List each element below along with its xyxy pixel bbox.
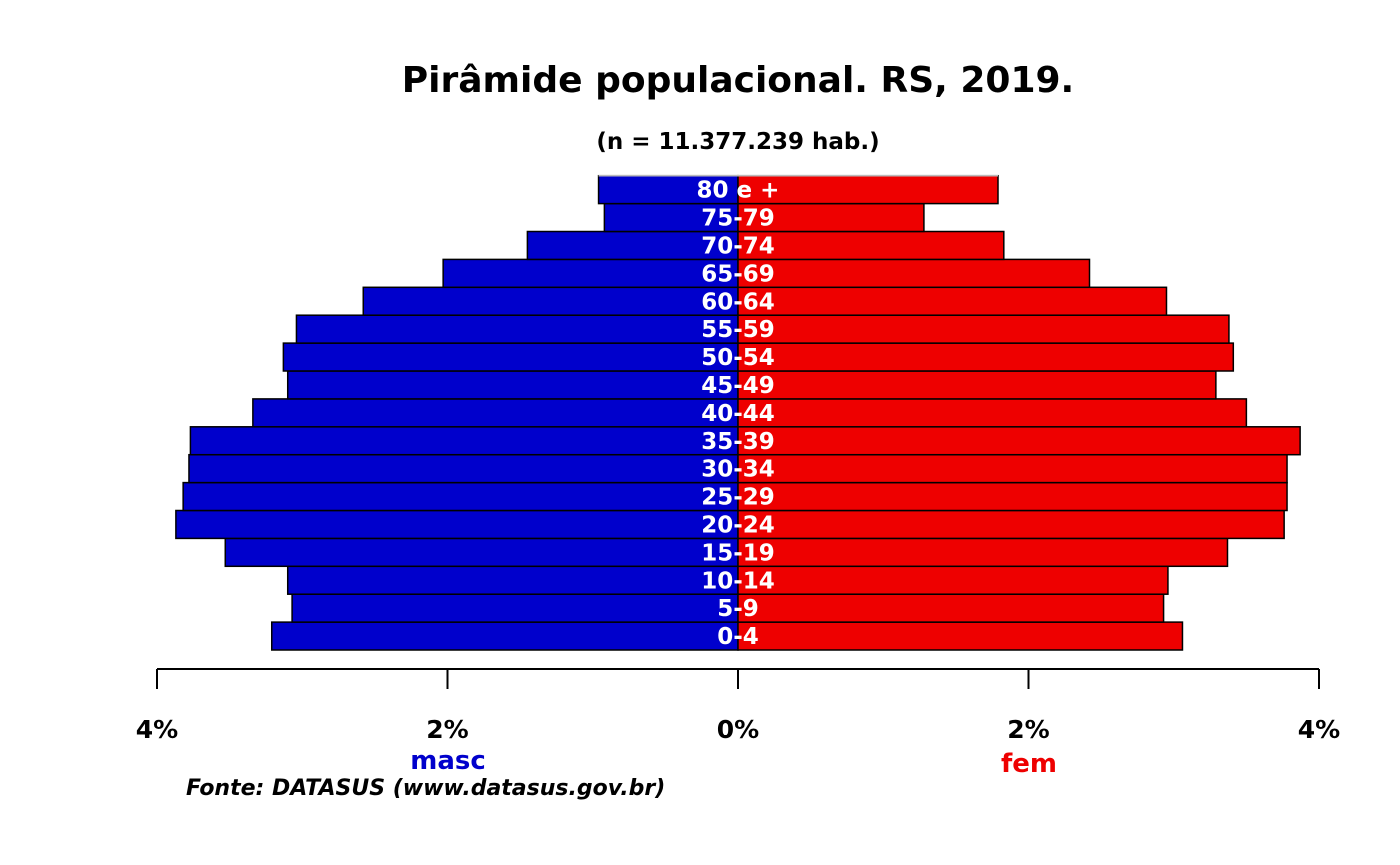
bar-masc-60-64 [362, 286, 739, 316]
age-label: 60-64 [701, 289, 775, 315]
age-label: 0-4 [717, 624, 759, 650]
bar-masc-20-24 [175, 509, 739, 540]
bars-group [175, 174, 1301, 651]
bar-masc-45-49 [286, 370, 739, 400]
age-label: 40-44 [701, 401, 775, 427]
bar-fem-30-34 [737, 453, 1288, 484]
age-label: 70-74 [701, 233, 775, 259]
age-label: 5-9 [717, 596, 759, 622]
age-label: 30-34 [701, 457, 775, 483]
bar-fem-15-19 [737, 537, 1229, 568]
bar-masc-50-54 [282, 342, 739, 372]
legend-masc: masc [410, 746, 486, 776]
age-label: 65-69 [701, 261, 775, 287]
legend-fem: fem [1001, 749, 1057, 779]
bar-masc-0-4 [270, 621, 739, 651]
bar-fem-10-14 [737, 565, 1169, 595]
bar-fem-50-54 [737, 342, 1235, 372]
bar-fem-0-4 [737, 621, 1184, 651]
age-label: 15-19 [701, 540, 775, 566]
chart-title: Pirâmide populacional. RS, 2019. [402, 60, 1075, 101]
age-label: 50-54 [701, 345, 775, 371]
bar-fem-65-69 [737, 258, 1091, 289]
bar-fem-55-59 [737, 314, 1230, 344]
age-label: 10-14 [701, 568, 775, 594]
x-tick-label: 2% [426, 715, 468, 744]
x-tick-label: 4% [1298, 715, 1340, 744]
age-label: 20-24 [701, 512, 775, 538]
bar-fem-70-74 [737, 230, 1005, 261]
age-label: 45-49 [701, 373, 775, 399]
bar-fem-80e+ [737, 174, 999, 205]
age-label: 75-79 [701, 206, 775, 232]
bar-masc-35-39 [189, 426, 739, 456]
x-tick-label: 2% [1007, 715, 1049, 744]
age-label: 80 e + [697, 178, 780, 204]
source-note: Fonte: DATASUS (www.datasus.gov.br) [186, 776, 665, 801]
bar-masc-25-29 [182, 481, 739, 512]
bar-fem-25-29 [737, 481, 1288, 512]
age-label: 55-59 [701, 317, 775, 343]
chart-subtitle: (n = 11.377.239 hab.) [596, 129, 879, 155]
bar-fem-75-79 [737, 202, 925, 233]
bar-masc-10-14 [286, 565, 739, 595]
bar-fem-60-64 [737, 286, 1168, 316]
x-tick-label: 4% [136, 715, 178, 744]
bar-masc-5-9 [291, 593, 739, 623]
bar-fem-45-49 [737, 370, 1217, 400]
bar-masc-65-69 [442, 258, 739, 289]
bar-masc-15-19 [224, 537, 739, 568]
bar-masc-55-59 [295, 314, 739, 344]
age-label: 35-39 [701, 429, 775, 455]
bar-masc-30-34 [188, 453, 739, 484]
bar-fem-5-9 [737, 593, 1165, 623]
bar-masc-40-44 [252, 398, 739, 428]
bar-fem-20-24 [737, 509, 1285, 540]
age-label: 25-29 [701, 485, 775, 511]
age-labels-group: 0-45-910-1415-1920-2425-2930-3435-3940-4… [697, 178, 780, 650]
bar-fem-40-44 [737, 398, 1248, 428]
x-axis: 4% 2% 0% 2% 4% [136, 174, 1340, 744]
x-tick-label: 0% [717, 715, 759, 744]
bar-fem-35-39 [737, 426, 1301, 456]
bar-masc-70-74 [526, 230, 739, 261]
